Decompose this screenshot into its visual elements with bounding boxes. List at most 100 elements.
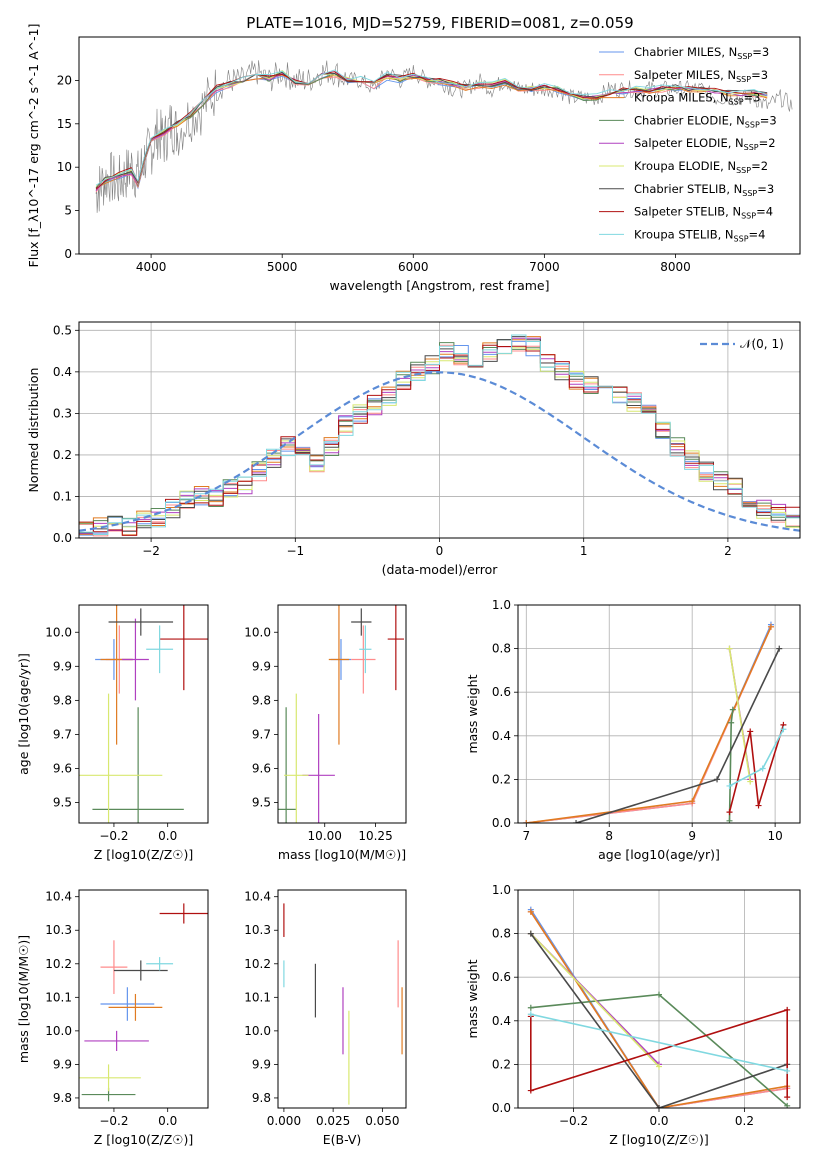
plot-area-age_vs_mass bbox=[278, 605, 404, 823]
x-tick-label: 9 bbox=[688, 829, 696, 843]
y-tick-label: 10.4 bbox=[244, 890, 271, 904]
data-point-errorbar bbox=[328, 605, 350, 745]
legend-label-tail: =3 bbox=[744, 91, 761, 105]
plot-area-residuals bbox=[79, 334, 800, 537]
y-axis-label: age [log10(age/yr)] bbox=[16, 653, 31, 775]
y-tick-label: 15 bbox=[57, 117, 72, 131]
y-tick-label: 0.4 bbox=[492, 729, 511, 743]
y-tick-label: 0.0 bbox=[492, 816, 511, 830]
y-tick-label: 10.1 bbox=[45, 990, 72, 1004]
legend-label-tail: =4 bbox=[756, 205, 773, 219]
weight-point-marker bbox=[656, 1105, 662, 1108]
axes-frame bbox=[277, 604, 407, 824]
weight-point-marker bbox=[747, 778, 754, 785]
y-tick-label: 10.0 bbox=[244, 1024, 271, 1038]
legend-label-tail: =3 bbox=[751, 68, 768, 82]
legend-label-sub: SSP bbox=[741, 212, 756, 221]
panel-mass_vs_EBV: 0.000 0.025 0.050 9.8 9.9 10.0 10.1 10.2 10.3 10.… bbox=[244, 889, 407, 1147]
x-tick-label: 0 bbox=[436, 544, 444, 558]
legend-label-sub: SSP bbox=[736, 75, 751, 84]
y-tick-label: 0.6 bbox=[492, 685, 511, 699]
y-tick-label: 0.8 bbox=[492, 927, 511, 941]
data-point-errorbar bbox=[79, 1064, 141, 1092]
y-tick-label: 9.9 bbox=[53, 659, 72, 673]
x-tick-label: 0.025 bbox=[316, 1114, 350, 1128]
weight-point-marker bbox=[759, 765, 766, 772]
y-tick-label: 0.2 bbox=[492, 1057, 511, 1071]
weight-series-line bbox=[530, 933, 788, 1108]
plot-area-spectrum bbox=[95, 60, 793, 213]
y-tick-label: 9.9 bbox=[53, 1057, 72, 1071]
legend-label-main: Salpeter MILES, N bbox=[634, 68, 736, 82]
x-axis-label: wavelength [Angstrom, rest frame] bbox=[329, 278, 549, 293]
axes-frame bbox=[277, 889, 407, 1109]
gaussian-curve bbox=[79, 371, 800, 532]
y-axis-label: mass weight bbox=[465, 959, 480, 1038]
weight-point-marker bbox=[726, 809, 733, 816]
y-tick-label: 10.2 bbox=[244, 957, 271, 971]
x-tick-label: −2 bbox=[142, 544, 160, 558]
data-point-errorbar bbox=[159, 605, 208, 691]
weight-point-marker bbox=[527, 930, 534, 937]
y-tick-label: 10.3 bbox=[45, 923, 72, 937]
legend-label: 𝒩(0, 1) bbox=[740, 337, 784, 351]
weight-point-marker bbox=[527, 1004, 534, 1011]
y-tick-label: 9.6 bbox=[53, 762, 72, 776]
y-tick-label: 0.1 bbox=[53, 489, 72, 503]
y-tick-label: 0.0 bbox=[492, 1101, 511, 1115]
data-point-errorbar bbox=[146, 957, 174, 971]
x-tick-label: 10.25 bbox=[358, 829, 392, 843]
legend-label-tail: =3 bbox=[757, 182, 774, 196]
weight-point-marker bbox=[689, 798, 696, 805]
data-point-errorbar bbox=[351, 608, 372, 636]
y-tick-label: 9.9 bbox=[252, 1057, 271, 1071]
data-point-errorbar bbox=[100, 987, 155, 1021]
weight-point-marker bbox=[714, 776, 721, 783]
data-point-errorbar bbox=[100, 940, 128, 994]
x-axis-label: age [log10(age/yr)] bbox=[598, 847, 720, 862]
x-tick-label: 8 bbox=[605, 829, 613, 843]
weight-point-marker bbox=[780, 726, 787, 733]
legend-label-main: Salpeter STELIB, N bbox=[634, 205, 741, 219]
weight-series-line bbox=[529, 1008, 789, 1098]
x-tick-label: 4000 bbox=[136, 260, 167, 274]
y-tick-label: 0.4 bbox=[53, 365, 72, 379]
y-tick-label: 9.7 bbox=[53, 727, 72, 741]
panel-spectrum: 4000 5000 6000 7000 8000 0 5 10 15 20 wavelength [… bbox=[26, 24, 801, 293]
weight-series-line bbox=[728, 724, 785, 813]
axes-frame bbox=[78, 604, 209, 824]
figure-title: PLATE=1016, MJD=52759, FIBERID=0081, z=0… bbox=[246, 14, 633, 32]
axes-frame bbox=[78, 889, 209, 1109]
plot-area-mass_vs_EBV bbox=[283, 903, 403, 1105]
x-tick-label: 0.000 bbox=[267, 1114, 301, 1128]
y-tick-label: 0.8 bbox=[492, 642, 511, 656]
y-tick-label: 0.2 bbox=[53, 448, 72, 462]
legend-label: Salpeter ELODIE, NSSP=2 bbox=[634, 136, 776, 152]
legend-label-main: Chabrier STELIB, N bbox=[634, 182, 742, 196]
legend-label: Salpeter STELIB, NSSP=4 bbox=[634, 205, 773, 221]
y-tick-label: 10.1 bbox=[244, 990, 271, 1004]
legend-label-main: Chabrier ELODIE, N bbox=[634, 113, 745, 127]
legend-label-tail: =3 bbox=[760, 113, 777, 127]
legend-label-main: Chabrier MILES, N bbox=[634, 45, 737, 59]
x-tick-label: 7 bbox=[522, 829, 530, 843]
x-tick-label: 10.00 bbox=[308, 829, 342, 843]
y-tick-label: 9.7 bbox=[252, 727, 271, 741]
legend-label: Chabrier ELODIE, NSSP=3 bbox=[634, 113, 777, 129]
panel-residuals: −2 −1 0 1 2 0.0 0.1 0.2 0.3 0.4 0.5 (data-model)/er… bbox=[26, 321, 801, 577]
model-spectrum-line bbox=[95, 69, 768, 186]
y-tick-label: 9.8 bbox=[53, 693, 72, 707]
x-tick-label: 7000 bbox=[529, 260, 560, 274]
x-axis-label: Z [log10(Z/Z☉)] bbox=[94, 847, 194, 862]
y-tick-label: 9.5 bbox=[53, 796, 72, 810]
y-axis-label: Normed distribution bbox=[26, 368, 41, 493]
x-tick-label: 0.050 bbox=[365, 1114, 399, 1128]
weight-point-marker bbox=[527, 908, 534, 915]
legend-label-main: Kroupa ELODIE, N bbox=[634, 159, 736, 173]
x-axis-label: mass [log10(M/M☉)] bbox=[278, 847, 406, 862]
data-point-errorbar bbox=[108, 608, 174, 636]
weight-point-marker bbox=[726, 782, 733, 789]
y-tick-label: 0.2 bbox=[492, 772, 511, 786]
